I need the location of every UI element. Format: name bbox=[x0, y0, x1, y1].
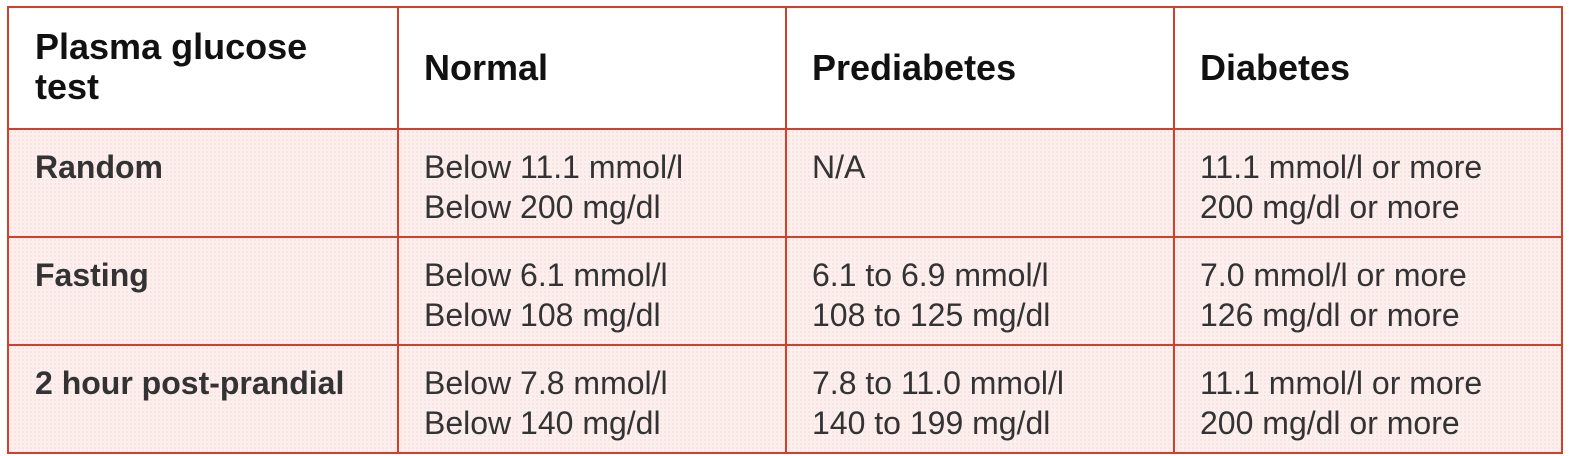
table-row: Fasting Below 6.1 mmol/l Below 108 mg/dl… bbox=[7, 236, 1563, 346]
value-mmol: 7.8 to 11.0 mmol/l bbox=[812, 365, 1064, 401]
row-test-name: Fasting bbox=[7, 236, 399, 346]
header-label: Diabetes bbox=[1200, 47, 1351, 88]
header-prediabetes: Prediabetes bbox=[785, 6, 1175, 130]
table-body: Random Below 11.1 mmol/l Below 200 mg/dl… bbox=[7, 128, 1563, 454]
value-mgdl: 200 mg/dl or more bbox=[1200, 189, 1460, 225]
value-mmol: Below 11.1 mmol/l bbox=[424, 149, 684, 185]
value-mmol: Below 6.1 mmol/l bbox=[424, 257, 668, 293]
value-na: N/A bbox=[812, 149, 866, 185]
value-mmol: Below 7.8 mmol/l bbox=[424, 365, 668, 401]
value-mgdl: Below 108 mg/dl bbox=[424, 297, 661, 333]
value-mgdl: 126 mg/dl or more bbox=[1200, 297, 1460, 333]
value-mmol: 7.0 mmol/l or more bbox=[1200, 257, 1467, 293]
value-mgdl: 140 to 199 mg/dl bbox=[812, 405, 1051, 441]
table-header: Plasma glucose test Normal Prediabetes D… bbox=[7, 6, 1563, 130]
test-name: Random bbox=[35, 149, 163, 185]
plasma-glucose-table: Plasma glucose test Normal Prediabetes D… bbox=[7, 6, 1563, 454]
table-row: 2 hour post-prandial Below 7.8 mmol/l Be… bbox=[7, 344, 1563, 454]
header-normal: Normal bbox=[397, 6, 787, 130]
value-mmol: 11.1 mmol/l or more bbox=[1200, 365, 1483, 401]
cell-prediabetes: N/A bbox=[785, 128, 1175, 238]
header-plasma-glucose-test: Plasma glucose test bbox=[7, 6, 399, 130]
cell-normal: Below 7.8 mmol/l Below 140 mg/dl bbox=[397, 344, 787, 454]
value-mmol: 11.1 mmol/l or more bbox=[1200, 149, 1483, 185]
row-test-name: 2 hour post-prandial bbox=[7, 344, 399, 454]
cell-normal: Below 11.1 mmol/l Below 200 mg/dl bbox=[397, 128, 787, 238]
header-label: Prediabetes bbox=[812, 47, 1017, 88]
glucose-table-container: Plasma glucose test Normal Prediabetes D… bbox=[7, 6, 1563, 454]
value-mgdl: Below 200 mg/dl bbox=[424, 189, 661, 225]
test-name: Fasting bbox=[35, 257, 149, 293]
value-mgdl: Below 140 mg/dl bbox=[424, 405, 661, 441]
cell-diabetes: 11.1 mmol/l or more 200 mg/dl or more bbox=[1173, 344, 1563, 454]
cell-prediabetes: 6.1 to 6.9 mmol/l 108 to 125 mg/dl bbox=[785, 236, 1175, 346]
header-label: Plasma glucose test bbox=[35, 26, 308, 107]
test-name: 2 hour post-prandial bbox=[35, 365, 345, 401]
cell-prediabetes: 7.8 to 11.0 mmol/l 140 to 199 mg/dl bbox=[785, 344, 1175, 454]
cell-normal: Below 6.1 mmol/l Below 108 mg/dl bbox=[397, 236, 787, 346]
row-test-name: Random bbox=[7, 128, 399, 238]
header-label: Normal bbox=[424, 47, 549, 88]
value-mmol: 6.1 to 6.9 mmol/l bbox=[812, 257, 1049, 293]
value-mgdl: 108 to 125 mg/dl bbox=[812, 297, 1051, 333]
header-row: Plasma glucose test Normal Prediabetes D… bbox=[7, 6, 1563, 130]
header-diabetes: Diabetes bbox=[1173, 6, 1563, 130]
table-row: Random Below 11.1 mmol/l Below 200 mg/dl… bbox=[7, 128, 1563, 238]
cell-diabetes: 7.0 mmol/l or more 126 mg/dl or more bbox=[1173, 236, 1563, 346]
value-mgdl: 200 mg/dl or more bbox=[1200, 405, 1460, 441]
cell-diabetes: 11.1 mmol/l or more 200 mg/dl or more bbox=[1173, 128, 1563, 238]
